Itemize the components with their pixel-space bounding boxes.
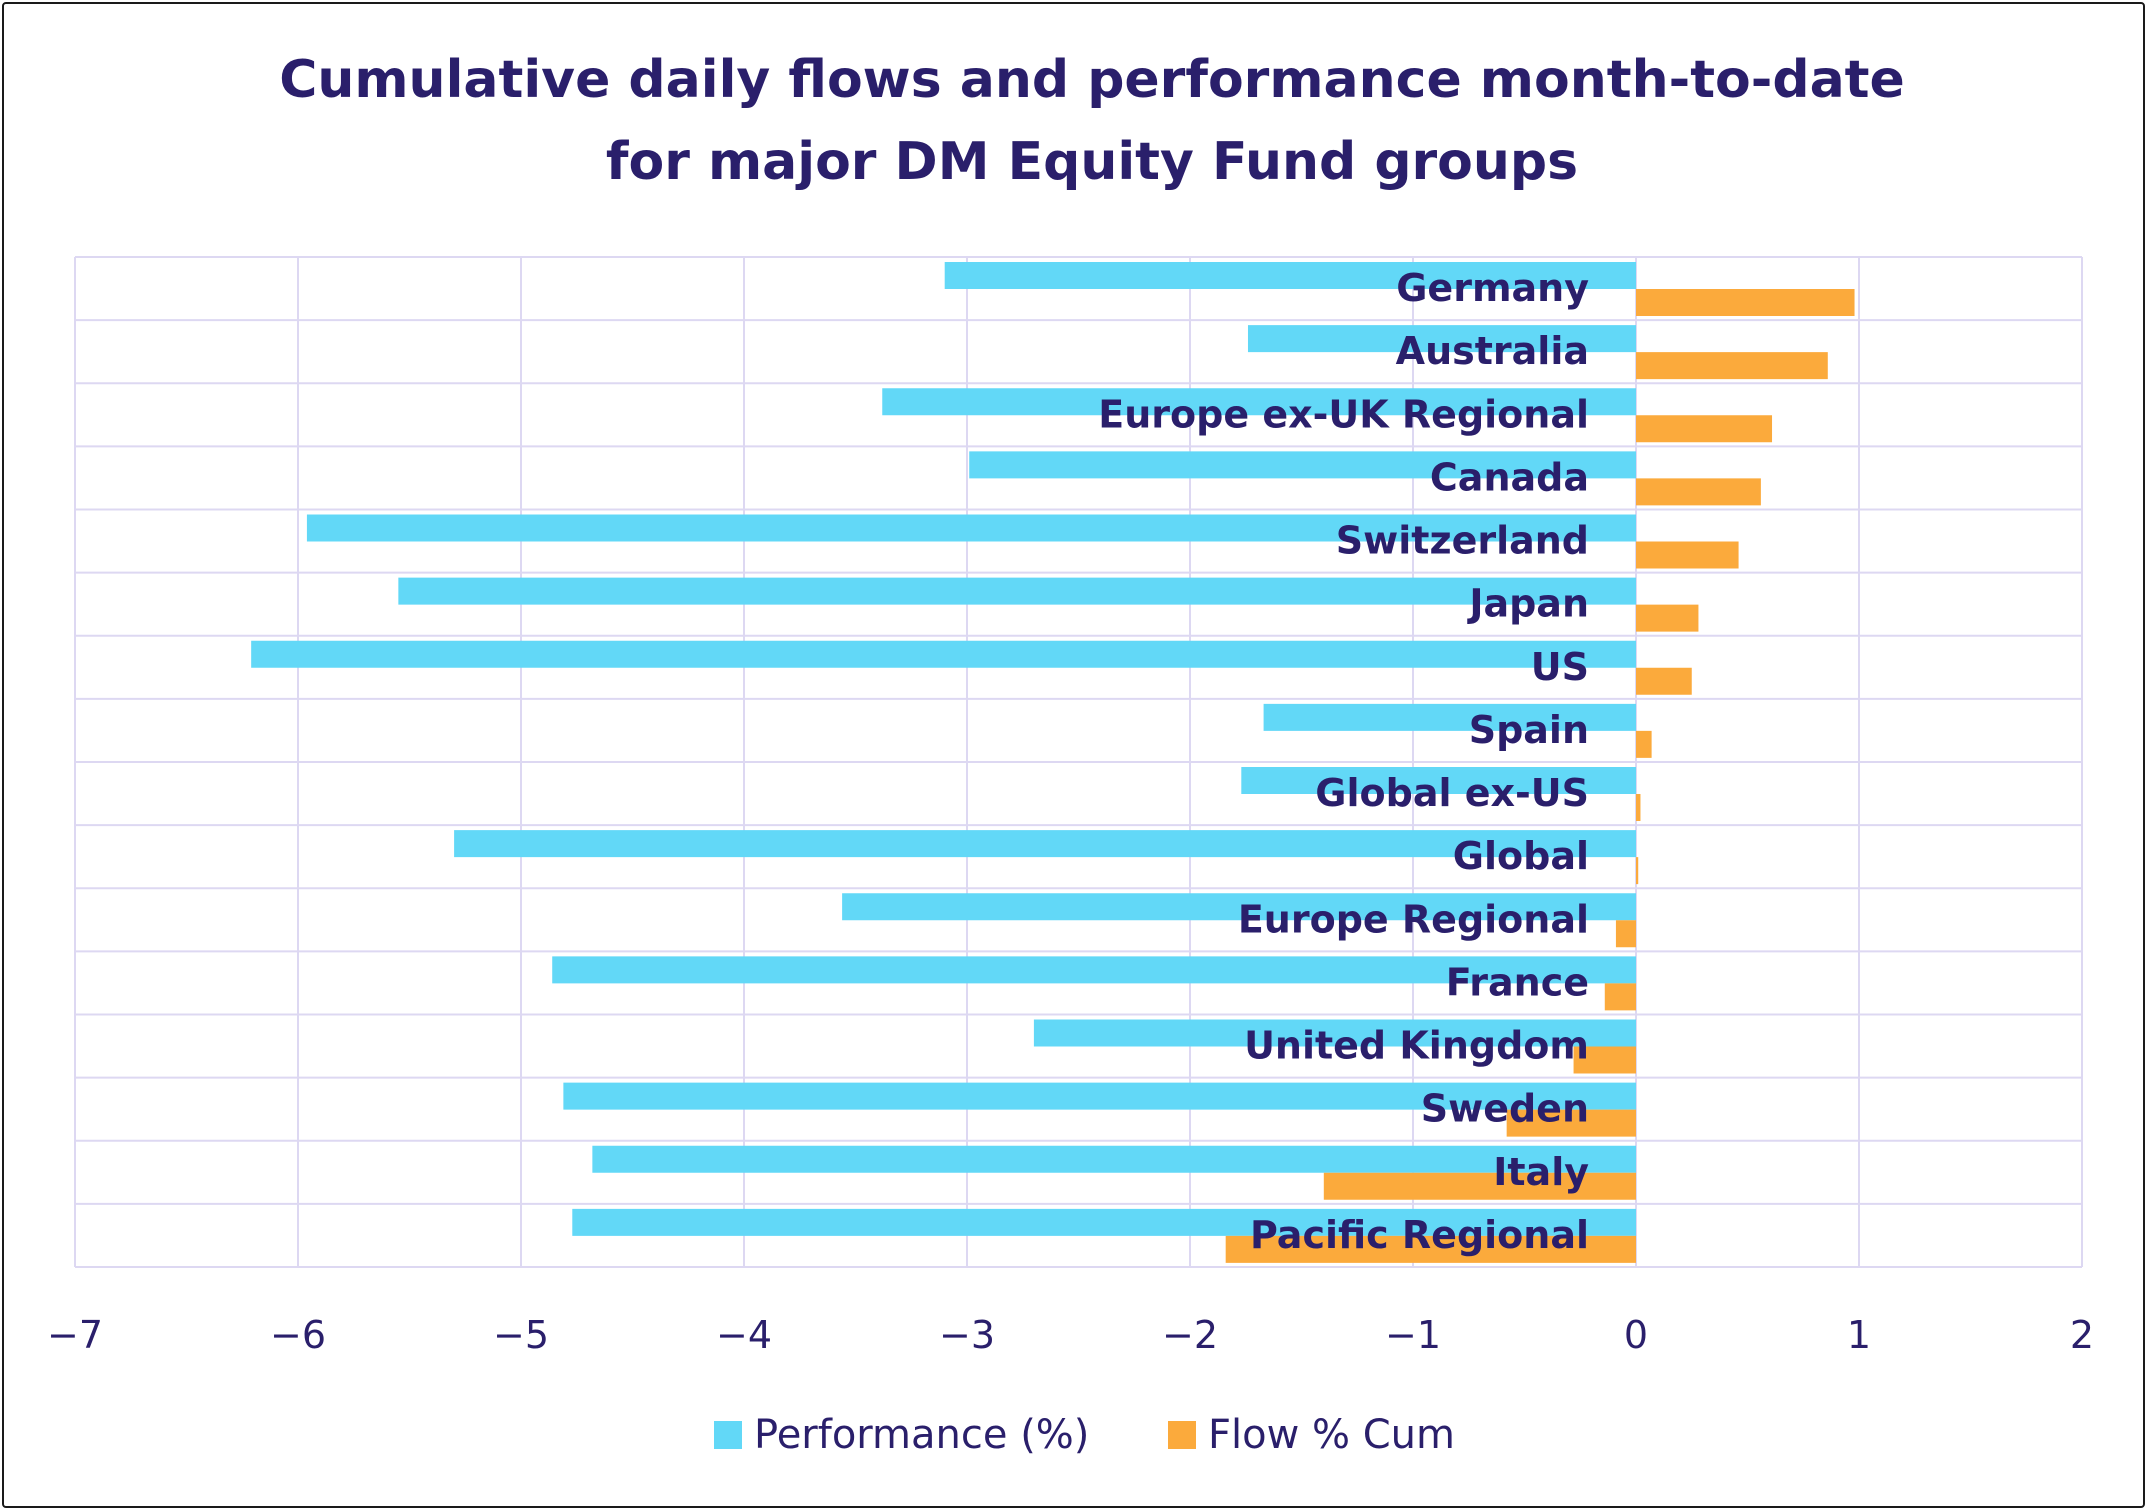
bar-performance	[1033, 1019, 1636, 1047]
bar-performance	[969, 451, 1636, 479]
bar-flow	[1604, 983, 1636, 1011]
bar-performance	[944, 262, 1636, 289]
chart-title-line-1: Cumulative daily flows and performance m…	[279, 50, 1905, 110]
x-tick-label: 1	[1847, 1313, 1871, 1357]
bar-performance	[842, 893, 1636, 921]
x-tick-label: −3	[939, 1313, 995, 1357]
x-tick-label: −6	[270, 1313, 326, 1357]
bar-performance	[552, 956, 1636, 984]
bar-performance	[1241, 767, 1636, 794]
bars	[251, 262, 1855, 1263]
category-label: Pacific Regional	[1250, 1213, 1589, 1257]
bar-performance	[251, 640, 1636, 668]
x-tick-label: −4	[716, 1313, 772, 1357]
category-label: Global ex-US	[1315, 771, 1589, 815]
category-label: Sweden	[1421, 1087, 1589, 1131]
bar-performance	[398, 577, 1637, 605]
bar-flow	[1636, 667, 1692, 695]
x-tick-label: −5	[493, 1313, 549, 1357]
x-tick-label: 2	[2070, 1313, 2094, 1357]
bar-flow	[1636, 857, 1639, 885]
category-label: Italy	[1493, 1150, 1589, 1194]
category-labels: Germany Australia Europe ex-UK Regional Can…	[1098, 266, 1589, 1257]
bar-performance	[1247, 325, 1636, 353]
category-label: Australia	[1396, 329, 1589, 373]
x-tick-label: 0	[1624, 1313, 1648, 1357]
category-label: Europe Regional	[1238, 897, 1589, 941]
category-label: Switzerland	[1336, 519, 1589, 563]
chart-title: Cumulative daily flows and performance m…	[279, 50, 1905, 192]
bar-performance	[306, 514, 1636, 542]
bar-performance	[572, 1208, 1636, 1236]
legend-swatch	[1168, 1421, 1196, 1449]
x-tick-label: −2	[1162, 1313, 1218, 1357]
bar-performance	[882, 388, 1636, 416]
legend: Performance (%) Flow % Cum	[714, 1412, 1455, 1458]
bar-flow	[1636, 352, 1828, 380]
x-tick-label: −1	[1385, 1313, 1441, 1357]
bar-performance	[563, 1082, 1636, 1110]
bar-performance	[454, 830, 1637, 858]
bar-flow	[1506, 1109, 1636, 1137]
bar-flow	[1615, 920, 1636, 948]
bar-flow	[1636, 415, 1773, 443]
bar-performance	[1263, 703, 1636, 731]
legend-label: Flow % Cum	[1208, 1412, 1455, 1458]
category-label: Spain	[1469, 708, 1589, 752]
bar-flow	[1636, 289, 1855, 316]
bar-flow	[1636, 794, 1641, 821]
category-label: Germany	[1396, 266, 1589, 310]
category-label: France	[1446, 960, 1589, 1004]
bar-performance	[592, 1145, 1636, 1173]
x-axis-tick-labels: −7 −6 −5 −4 −3 −2 −1 0 1 2	[47, 1313, 2094, 1357]
category-label: Global	[1453, 834, 1589, 878]
bar-flow	[1225, 1235, 1636, 1263]
bar-flow	[1636, 730, 1652, 758]
category-label: Europe ex-UK Regional	[1098, 392, 1589, 436]
bar-flow	[1573, 1046, 1636, 1074]
category-label: United Kingdom	[1244, 1024, 1589, 1068]
category-label: Japan	[1466, 582, 1589, 626]
bar-flow	[1323, 1172, 1636, 1200]
bar-flow	[1636, 478, 1761, 506]
legend-label: Performance (%)	[754, 1412, 1089, 1458]
legend-swatch	[714, 1421, 742, 1449]
x-tick-label: −7	[47, 1313, 103, 1357]
category-label: Canada	[1430, 455, 1589, 499]
bar-flow	[1636, 604, 1699, 632]
category-label: US	[1531, 645, 1589, 689]
chart-title-line-2: for major DM Equity Fund groups	[606, 132, 1578, 192]
bar-flow	[1636, 541, 1739, 569]
